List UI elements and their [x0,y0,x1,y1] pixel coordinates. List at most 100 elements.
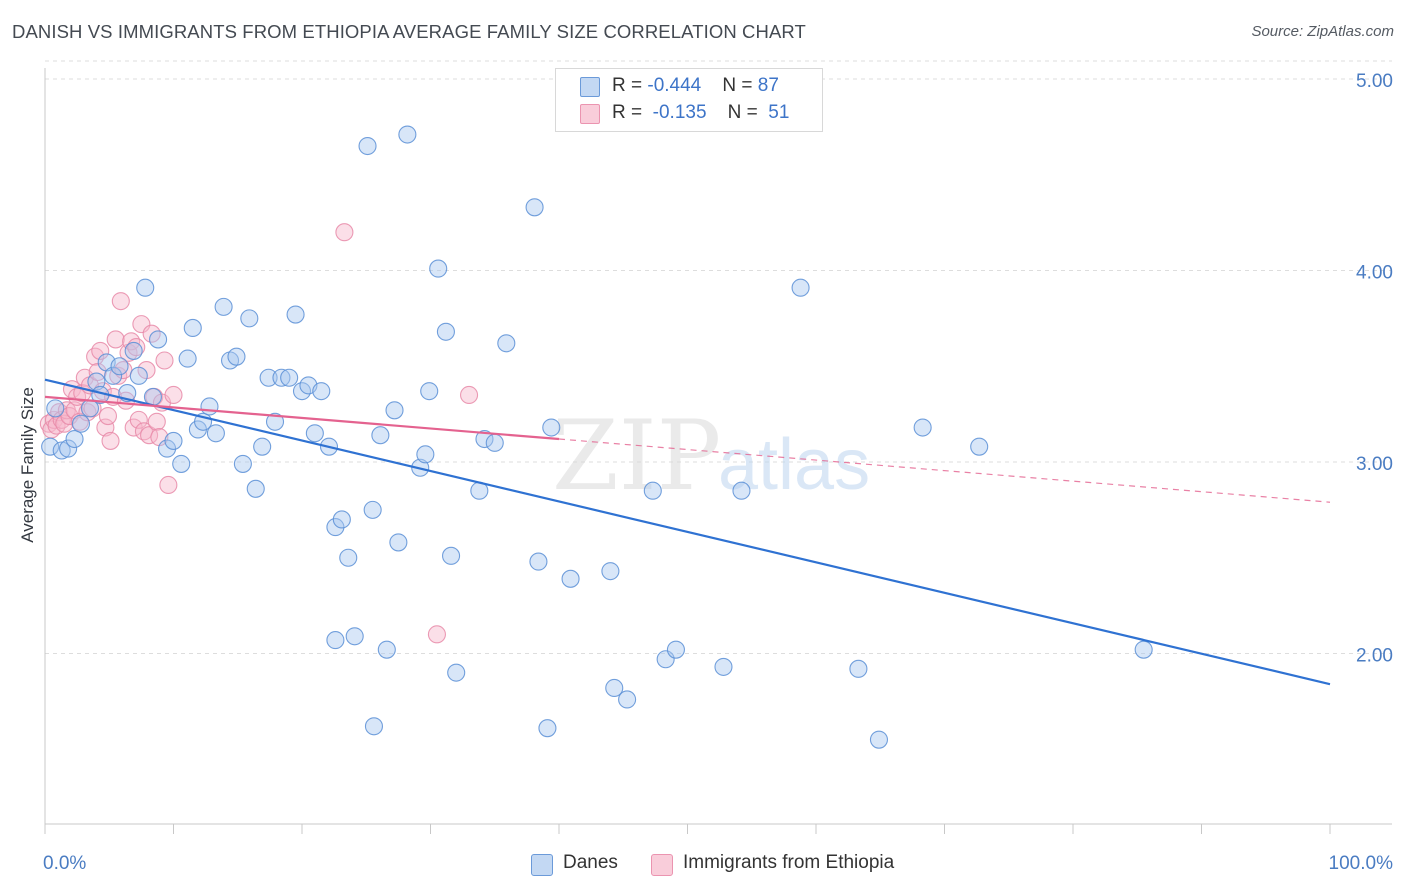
ethiopia-point [109,366,128,385]
x-tick-label-min: 0.0% [43,853,86,874]
danes-point [869,730,889,749]
ethiopia-point [155,351,174,370]
ethiopia-point [459,385,479,405]
danes-point [183,318,202,338]
grid-lines [45,60,1392,654]
danes-point [714,657,733,676]
danes-point [214,297,233,316]
danes-point [542,418,561,437]
danes-point [136,278,155,297]
ethiopia-point [86,347,105,366]
danes-point [447,663,466,682]
x-tick-labels: 0.0% 100.0% [43,853,1393,874]
ethiopia-point [101,431,120,450]
ethiopia-point [129,410,148,429]
danes-point [529,552,548,571]
danes-point [420,382,439,401]
danes-point [71,414,91,433]
danes-point [253,437,272,456]
legend-n-label: N = [727,102,764,123]
legend-n-label: N = [722,75,758,96]
danes-point [326,631,345,650]
danes-point [561,569,580,588]
ethiopia-trend-line [44,395,560,441]
legend-swatch-danes [580,77,600,97]
danes-point [339,548,358,567]
danes-point [605,678,624,698]
danes-point [497,334,516,353]
danes-point [164,431,183,450]
ethiopia-point [335,223,354,242]
danes-point [485,433,504,452]
danes-point [240,309,259,328]
ethiopia-point [111,292,130,311]
danes-point [200,397,219,416]
danes-point [149,330,168,349]
danes-point [233,454,252,473]
danes-point [272,368,291,387]
danes-point [358,136,377,156]
ethiopia-point [164,385,183,405]
danes-point [41,437,60,456]
danes-point [398,125,417,144]
danes-point [52,441,71,460]
danes-point [601,562,620,581]
danes-point [732,481,751,500]
danes-point [791,278,810,297]
danes-point [666,640,685,659]
ethiopia-point [91,341,110,360]
danes-point [389,533,408,552]
danes-point [416,445,435,464]
danes-point [110,357,129,376]
ethiopia-point [88,362,107,382]
axes [44,68,1392,834]
legend-r-label: R = [612,102,648,123]
ethiopia-point [106,330,125,349]
danes-point [286,305,305,324]
danes-point [246,479,265,498]
ethiopia-point [427,625,446,644]
ethiopia-trend-line-extension [558,438,1331,503]
danes-point [377,640,396,659]
ethiopia-point [98,406,118,426]
danes-point [643,481,662,500]
x-tick-label-max: 100.0% [1329,853,1394,874]
danes-point [849,659,868,678]
danes-point [46,399,65,418]
danes-point [371,426,390,445]
bottom-legend-swatch-ethiopia [651,854,673,876]
danes-point [206,424,225,443]
bottom-legend-label-ethiopia: Immigrants from Ethiopia [683,852,895,873]
y-tick-label: 2.00 [1356,646,1393,667]
chart-source: Source: ZipAtlas.com [1251,23,1394,40]
danes-point [158,439,177,458]
danes-point [385,401,404,420]
danes-point [363,500,382,519]
danes-point [124,341,143,360]
y-tick-label: 5.00 [1356,71,1393,92]
danes-point [538,719,557,738]
danes-point [436,322,455,341]
legend-r-value-ethiopia: -0.135 [647,102,707,123]
watermark-atlas: atlas [718,425,870,505]
legend-swatch-ethiopia [580,104,600,124]
legend-r-label: R = [612,75,648,96]
danes-point [442,546,461,565]
danes-point [280,368,299,387]
ethiopia-point [96,418,115,437]
danes-point [259,368,278,387]
danes-point [345,627,364,646]
danes-point [970,437,989,456]
bottom-legend-swatch-danes [531,854,553,876]
danes-point [59,439,78,458]
legend-n-value-danes: 87 [757,75,779,96]
danes-point [104,366,123,385]
bottom-legend-label-danes: Danes [563,852,618,873]
trend-lines [44,378,1331,686]
danes-point [1134,640,1153,659]
chart-title: DANISH VS IMMIGRANTS FROM ETHIOPIA AVERA… [12,21,806,42]
y-axis-label: Average Family Size [18,387,37,543]
danes-point [326,518,345,537]
danes-point [129,366,148,385]
